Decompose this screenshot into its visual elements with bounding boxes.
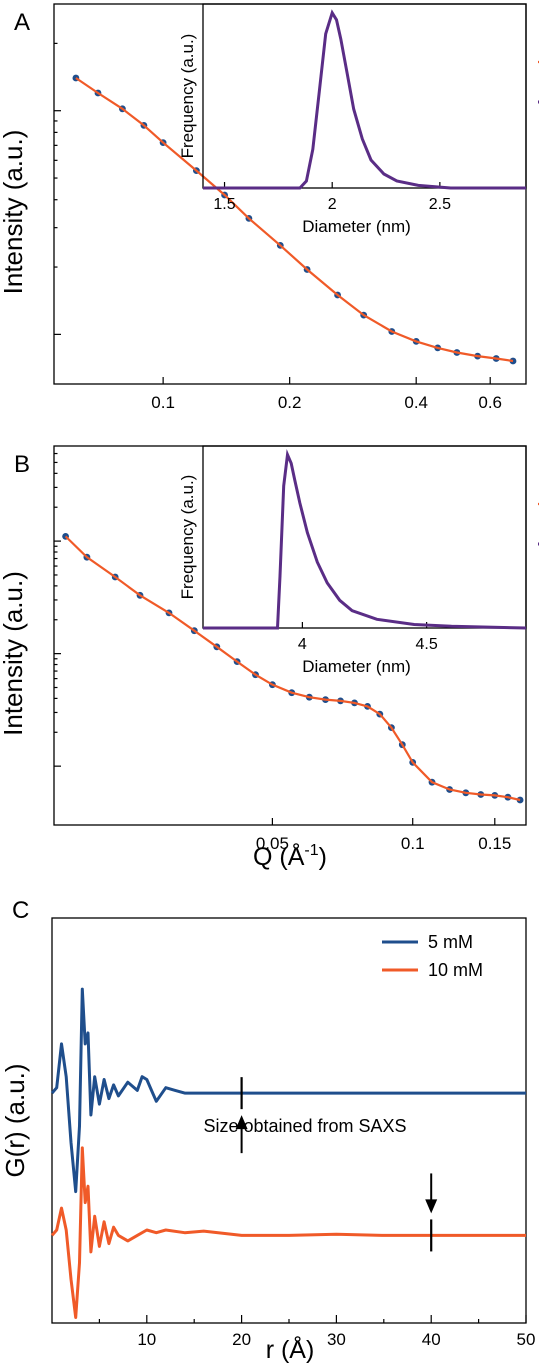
series-size-line xyxy=(203,449,527,630)
annotation-text: Size obtained from SAXS xyxy=(203,1116,406,1136)
x-tick-label: 0.1 xyxy=(151,393,175,412)
panel-B: B 0.05 0.1 0.15 Intensity (a.u.) 4 4.5Diameter… xyxy=(0,445,539,853)
series-10mm-line xyxy=(50,1146,526,1319)
inset-x-tick-label: 4 xyxy=(298,636,307,653)
x-tick-label: 10 xyxy=(137,1330,156,1349)
x-tick-label: 0.1 xyxy=(401,834,425,853)
x-tick-label: 0.2 xyxy=(278,393,302,412)
y-axis-label: Intensity (a.u.) xyxy=(0,571,28,736)
x-tick-label: 50 xyxy=(517,1330,536,1349)
x-tick-label: 0.4 xyxy=(404,393,428,412)
legend-label: 5 mM xyxy=(428,932,473,952)
legend: 5 mM 10 mM xyxy=(382,932,483,980)
x-tick-label: 0.15 xyxy=(478,834,511,853)
inset-x-tick-label: 4.5 xyxy=(415,636,437,653)
arrow-down-icon xyxy=(425,1199,438,1214)
plot-frame xyxy=(53,445,527,826)
panel-C: C 10 20 30 40 50 r (Å) G(r) (a.u.) 5 mM 10 mM Size… xyxy=(0,897,535,1364)
inset-x-tick-label: 2 xyxy=(328,196,337,213)
x-axis-label-base: Q (Å xyxy=(253,841,305,871)
x-axis-label-end: ) xyxy=(319,843,327,871)
inset-x-axis-label: Diameter (nm) xyxy=(302,657,411,676)
series-ycalc-line xyxy=(75,77,514,363)
inset-frame xyxy=(202,3,527,189)
inset-x-tick-label: 1.5 xyxy=(213,196,235,213)
y-axis-label: G(r) (a.u.) xyxy=(0,1063,30,1177)
x-tick-label: 0.6 xyxy=(478,393,502,412)
x-tick-label: 0.05 xyxy=(256,834,289,853)
panel-label: B xyxy=(14,451,30,478)
legend-label: 10 mM xyxy=(428,960,483,980)
x-axis-label: Q (Å-1) xyxy=(253,841,327,871)
series-ycalc-line xyxy=(64,535,521,802)
panel-label: A xyxy=(14,9,30,36)
arrow-up-icon xyxy=(235,1115,248,1130)
inset-frame xyxy=(202,445,527,629)
y-axis-label: Intensity (a.u.) xyxy=(0,130,28,295)
x-tick-label: 20 xyxy=(232,1330,251,1349)
panel-A: A 0.1 0.2 0.4 0.6 Intensity (a.u.) 1.5 2 2.5 Diam… xyxy=(0,3,539,412)
plot-frame xyxy=(53,3,527,385)
series-yobs xyxy=(62,533,524,804)
inset-x-tick-label: 2.5 xyxy=(429,196,451,213)
series-size-line xyxy=(203,9,526,190)
inset-y-axis-label: Frequency (a.u.) xyxy=(178,34,197,159)
inset-x-axis-label: Diameter (nm) xyxy=(302,217,411,236)
inset: 1.5 2 2.5 Diameter (nm) Frequency (a.u.) xyxy=(178,3,527,236)
panel-label: C xyxy=(12,897,29,924)
inset-y-axis-label: Frequency (a.u.) xyxy=(178,475,197,600)
x-axis-label-sup: -1 xyxy=(304,842,318,859)
x-tick-label: 40 xyxy=(422,1330,441,1349)
x-tick-label: 30 xyxy=(327,1330,346,1349)
series-yobs xyxy=(72,74,517,365)
x-axis-label: r (Å) xyxy=(266,1334,315,1364)
annotation: Size obtained from SAXS xyxy=(203,1077,438,1252)
series-5mm-line xyxy=(50,987,526,1194)
